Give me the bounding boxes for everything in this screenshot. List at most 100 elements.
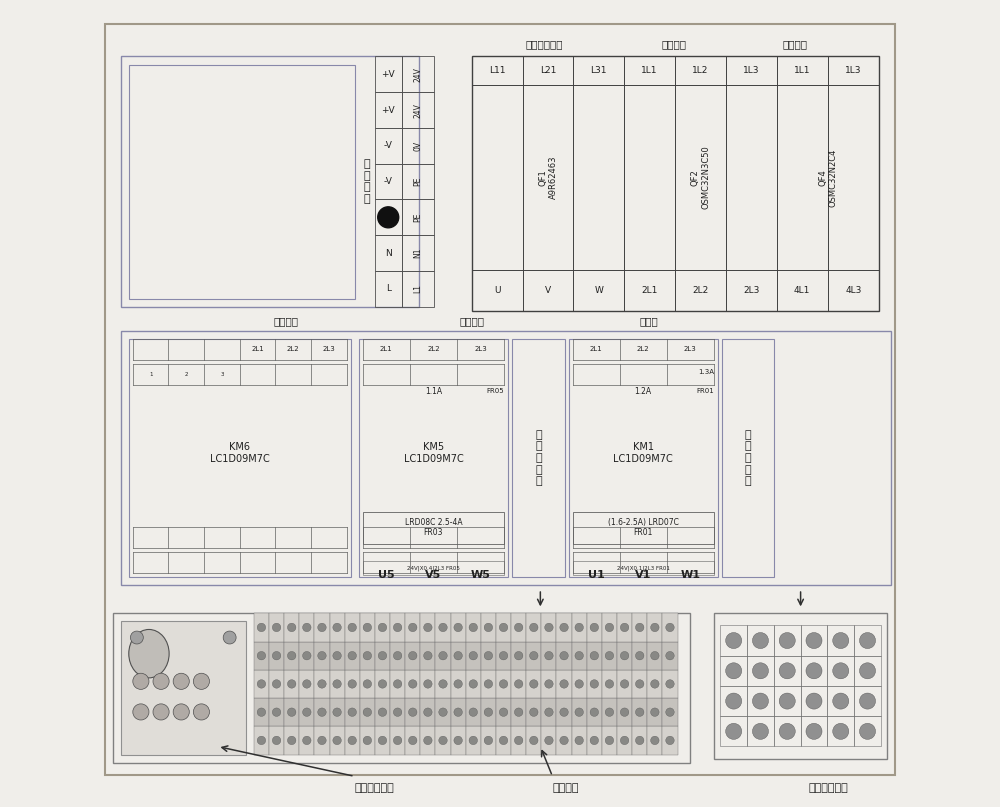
Text: PE: PE [413, 177, 422, 186]
Bar [541, 613, 556, 642]
Text: 2L1: 2L1 [642, 286, 658, 295]
Text: -V: -V [384, 141, 393, 150]
Text: V5: V5 [425, 570, 442, 579]
Circle shape [859, 663, 876, 679]
Text: 2L1: 2L1 [590, 346, 603, 353]
Circle shape [378, 736, 387, 745]
Bar [345, 613, 360, 642]
Bar [774, 717, 801, 746]
Bar [284, 613, 299, 642]
Circle shape [605, 651, 614, 660]
Bar [284, 726, 299, 755]
Circle shape [409, 736, 417, 745]
Bar [511, 613, 526, 642]
Circle shape [635, 736, 644, 745]
Bar [662, 698, 678, 726]
Circle shape [651, 651, 659, 660]
Text: L11: L11 [489, 66, 505, 75]
Circle shape [318, 708, 326, 717]
Circle shape [454, 679, 462, 688]
Bar [420, 698, 435, 726]
Bar [269, 613, 284, 642]
Text: LRD08C 2.5-4A
FR03: LRD08C 2.5-4A FR03 [405, 518, 462, 537]
Bar [375, 670, 390, 698]
Text: 刀盘反转: 刀盘反转 [274, 316, 299, 326]
Bar [572, 613, 587, 642]
Bar [587, 613, 602, 642]
Circle shape [303, 623, 311, 632]
Bar [375, 642, 390, 670]
Bar [720, 686, 747, 717]
Circle shape [806, 693, 822, 709]
Bar [420, 726, 435, 755]
Bar [526, 726, 541, 755]
Circle shape [666, 623, 674, 632]
Circle shape [859, 693, 876, 709]
Circle shape [752, 723, 768, 739]
Bar [314, 642, 330, 670]
Text: 2L3: 2L3 [743, 286, 760, 295]
Bar [556, 670, 572, 698]
Circle shape [833, 723, 849, 739]
Circle shape [272, 623, 281, 632]
Ellipse shape [129, 629, 169, 678]
Circle shape [363, 623, 372, 632]
Text: 2L2: 2L2 [427, 346, 440, 353]
Bar [572, 698, 587, 726]
Bar [299, 642, 314, 670]
Bar [269, 642, 284, 670]
Circle shape [575, 736, 583, 745]
Bar [451, 613, 466, 642]
Circle shape [514, 623, 523, 632]
Circle shape [287, 736, 296, 745]
Bar [254, 698, 269, 726]
Circle shape [378, 679, 387, 688]
Bar [402, 92, 434, 128]
Bar [405, 726, 420, 755]
Bar [602, 642, 617, 670]
Bar [299, 613, 314, 642]
Bar [405, 670, 420, 698]
Circle shape [173, 673, 189, 689]
Text: U: U [494, 286, 500, 295]
Text: V1: V1 [635, 570, 651, 579]
Bar [359, 339, 508, 577]
Bar [345, 670, 360, 698]
Circle shape [806, 723, 822, 739]
Circle shape [193, 704, 209, 720]
Text: 1L1: 1L1 [641, 66, 658, 75]
Bar [632, 613, 647, 642]
Circle shape [620, 623, 629, 632]
Circle shape [666, 708, 674, 717]
Bar [284, 670, 299, 698]
Circle shape [484, 736, 493, 745]
Circle shape [806, 663, 822, 679]
Circle shape [439, 736, 447, 745]
Bar [827, 655, 854, 686]
Text: QF1
A9R62463: QF1 A9R62463 [538, 156, 558, 199]
Text: 24V: 24V [413, 67, 422, 82]
Bar [572, 726, 587, 755]
Circle shape [590, 651, 599, 660]
Bar [360, 613, 375, 642]
Bar [512, 339, 565, 577]
Bar [254, 613, 269, 642]
Bar [402, 199, 434, 235]
Circle shape [530, 679, 538, 688]
Bar [556, 698, 572, 726]
Bar [632, 698, 647, 726]
Bar [435, 726, 451, 755]
Circle shape [318, 651, 326, 660]
Circle shape [439, 651, 447, 660]
Circle shape [560, 623, 568, 632]
Bar [747, 717, 774, 746]
Bar [402, 128, 434, 164]
Bar [466, 698, 481, 726]
Bar [375, 698, 390, 726]
Bar [402, 271, 434, 307]
Text: 2L3: 2L3 [474, 346, 487, 353]
Bar [375, 235, 402, 271]
Circle shape [590, 708, 599, 717]
Bar [747, 686, 774, 717]
Bar [390, 613, 405, 642]
